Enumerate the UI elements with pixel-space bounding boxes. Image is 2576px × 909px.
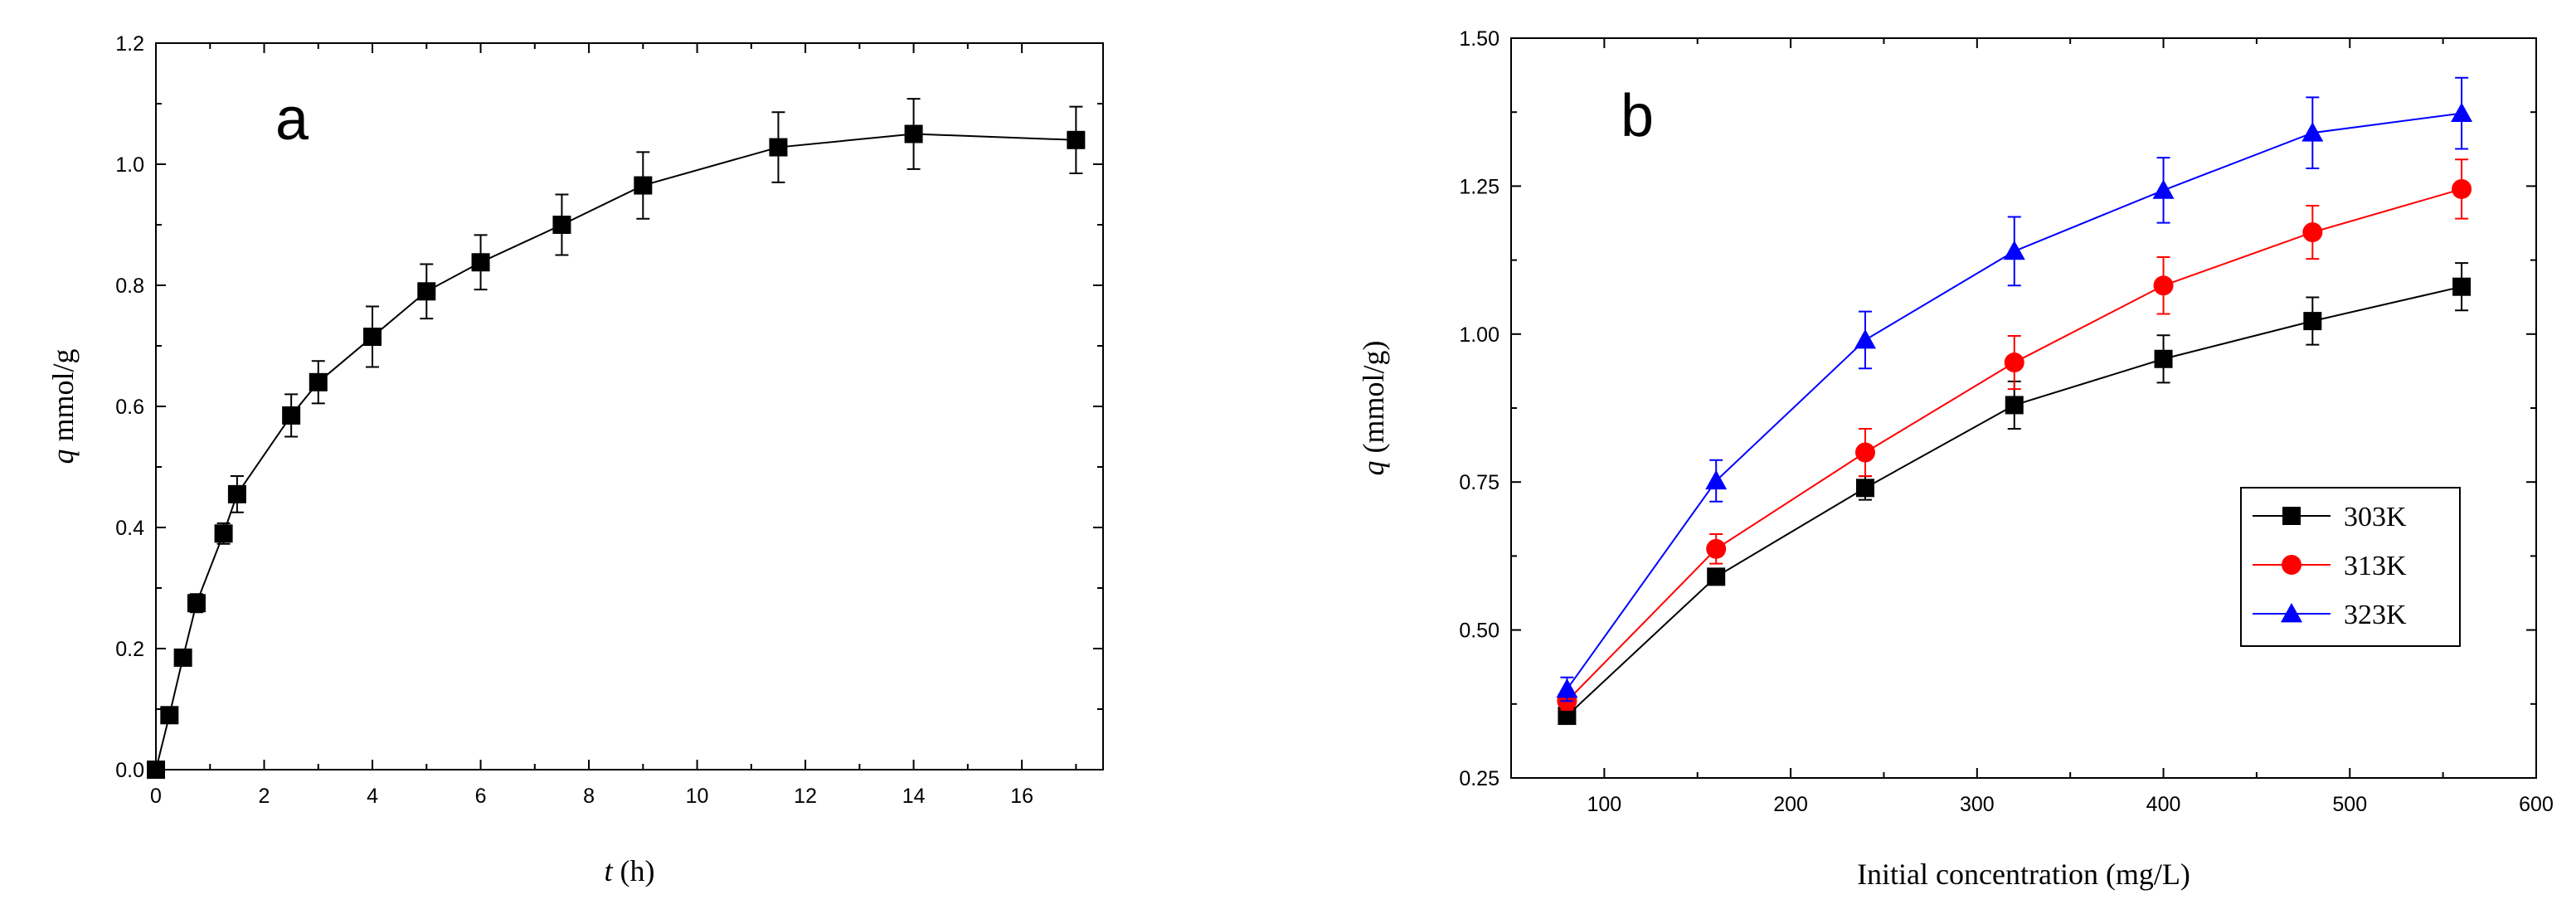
x-tick-label: 14 [902,785,926,808]
x-tick-label: 16 [1010,785,1033,808]
data-point [1558,707,1577,726]
x-tick-label: 200 [1773,793,1808,816]
legend-marker [2282,555,2301,575]
panel-a-series [147,98,1086,779]
x-tick-label: 500 [2332,793,2367,816]
data-point [2003,240,2025,260]
panel-b-y-axis-title: q (mmol/g) [1357,341,1390,476]
data-point [1707,567,1726,586]
data-point [363,328,382,347]
legend-marker [2282,507,2301,525]
y-tick-label: 0.8 [115,275,144,298]
legend-box [2240,487,2461,647]
panel-a-y-axis-symbol: q [46,450,80,464]
y-tick-label: 0.0 [115,759,144,782]
x-tick-label: 2 [259,785,270,808]
x-tick-label: 0 [150,785,162,808]
panel-b-series [1556,76,2473,726]
legend-marker [2281,603,2302,623]
y-tick-label: 0.25 [1459,767,1499,790]
legend-label: 313K [2344,551,2407,581]
panel-b-y-axis-unit: (mmol/g) [1357,341,1390,461]
data-point [2004,352,2024,373]
data-point [2301,122,2324,142]
y-tick-label: 0.4 [115,517,144,540]
x-tick-label: 400 [2146,793,2181,816]
panel-b-legend: 303K 313K 323K [2240,487,2461,647]
data-point [2154,349,2173,368]
data-point [1855,479,1874,498]
series-line [155,133,1077,770]
y-tick-label: 1.25 [1459,175,1499,198]
y-tick-label: 1.50 [1459,27,1499,51]
panel-b-x-axis-title: Initial concentration (mg/L) [1857,858,2190,891]
panel-a-x-axis-title: t (h) [605,854,655,887]
data-point [160,706,179,725]
panel-a-ticks: 0 2 4 6 8 10 12 14 16 0.0 0.2 0.4 0.6 0.8 1.0 1.2 [115,32,1103,808]
data-point [1854,442,1875,463]
y-tick-label: 0.2 [115,638,144,661]
panel-b: 100 200 300 400 500 600 0.25 0.50 0.75 1.00 1.25 1.… [1357,27,2554,891]
y-tick-label: 0.75 [1459,471,1499,494]
data-point [2452,277,2472,296]
x-tick-label: 600 [2519,793,2554,816]
data-point [634,176,653,195]
panel-a-x-axis-unit: (h) [613,854,655,887]
x-tick-label: 8 [583,785,595,808]
legend-label: 303K [2344,502,2407,532]
panel-a-x-axis-symbol: t [605,854,614,887]
y-tick-label: 1.00 [1459,323,1499,347]
series-323K [1556,76,2473,702]
y-tick-label: 0.6 [115,396,144,419]
panel-a-y-axis-unit: mmol/g [46,348,80,449]
legend-label: 323K [2344,600,2407,630]
x-tick-label: 300 [1960,793,1995,816]
data-point [173,648,192,667]
data-point [1854,328,1876,349]
x-tick-label: 10 [686,785,709,808]
data-point [2302,222,2323,243]
data-point [1067,130,1086,149]
x-tick-label: 12 [794,785,817,808]
panel-b-label: b [1621,83,1654,149]
legend-item-313K: 313K [2253,551,2407,581]
data-point [2005,396,2024,415]
panel-a-y-axis-title: q mmol/g [46,348,80,464]
y-tick-label: 1.2 [115,32,144,56]
legend-item-303K: 303K [2253,502,2407,532]
panel-a-label: a [275,86,309,153]
data-point [187,594,206,613]
data-point [2153,275,2174,296]
data-point [904,124,923,143]
panel-b-ticks: 100 200 300 400 500 600 0.25 0.50 0.75 1.00 1.25 1.… [1459,27,2554,816]
data-point [214,524,233,543]
y-tick-label: 1.0 [115,153,144,177]
data-point [2451,102,2473,123]
y-tick-label: 0.50 [1459,620,1499,643]
data-point [1556,678,1578,698]
panel-b-y-axis-symbol: q [1357,460,1390,475]
data-point [309,372,328,391]
panel-a: 0 2 4 6 8 10 12 14 16 0.0 0.2 0.4 0.6 0.8 1.0 1.2 a t (… [46,32,1104,887]
data-point [2452,178,2472,199]
data-point [147,761,165,779]
data-point [769,138,788,157]
data-point [471,253,490,272]
data-point [1706,538,1727,559]
x-tick-label: 6 [475,785,487,808]
x-tick-label: 4 [367,785,378,808]
data-point [2303,312,2322,331]
x-tick-label: 100 [1587,793,1622,816]
data-point [2152,179,2175,199]
panel-b-plot-frame [1510,37,2537,779]
series-303K [1558,262,2472,726]
series-q [147,98,1086,779]
data-point [552,216,571,234]
data-point [227,484,246,503]
data-point [282,406,301,425]
data-point [1705,469,1728,490]
data-point [417,282,436,301]
legend-item-323K: 323K [2253,600,2407,630]
